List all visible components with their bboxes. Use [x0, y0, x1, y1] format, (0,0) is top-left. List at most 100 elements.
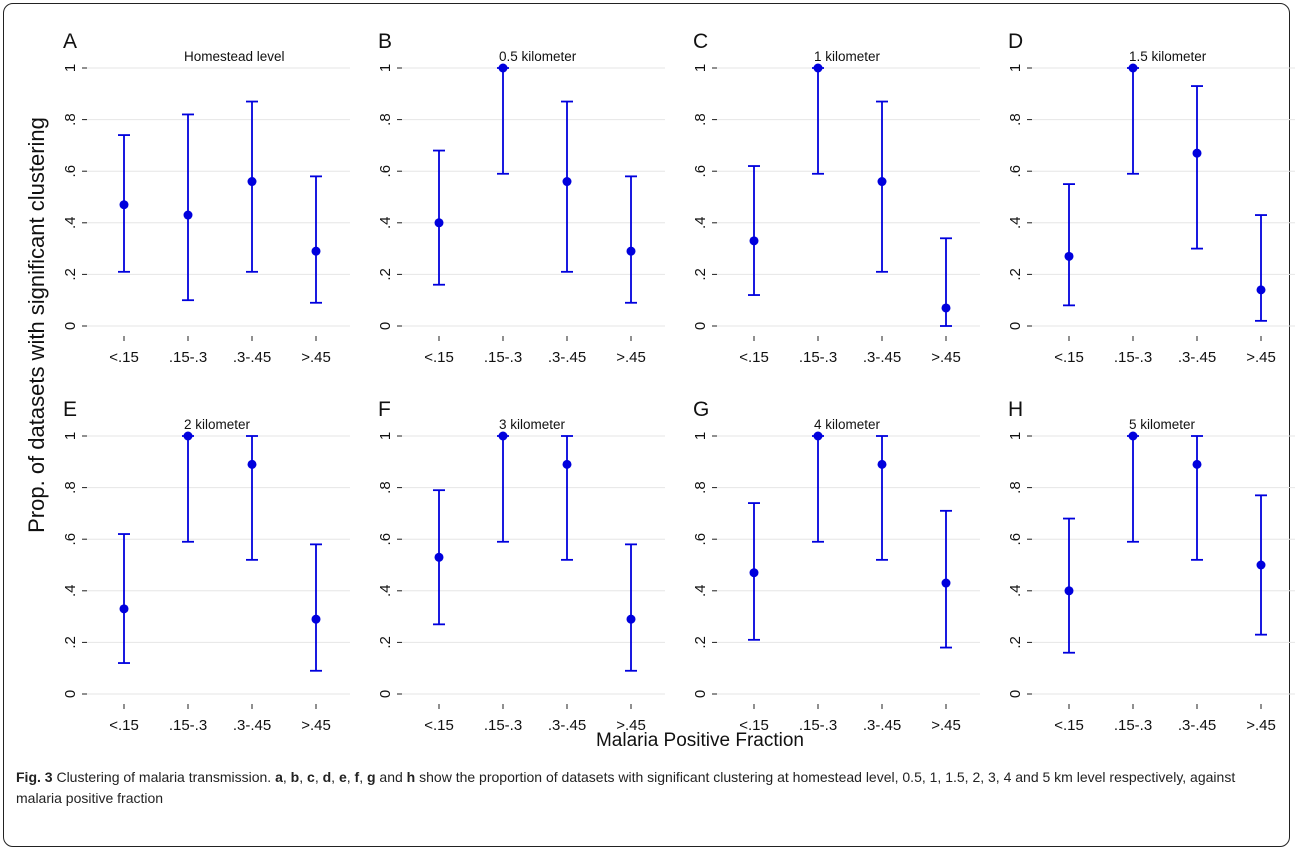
y-tick-label: .2: [1007, 636, 1024, 649]
data-point: [1192, 459, 1202, 469]
panel-title: 2 kilometer: [184, 417, 251, 432]
caption-sep: ,: [331, 769, 339, 785]
data-point: [247, 177, 257, 187]
figure-frame: [3, 3, 1290, 847]
data-point: [749, 236, 759, 246]
data-point: [1256, 560, 1266, 570]
y-tick-label: 0: [692, 322, 709, 330]
y-tick-label: .8: [377, 481, 394, 494]
caption-title: Clustering of malaria transmission.: [56, 769, 272, 785]
panel-e: E 2 kilometer 0 .2 .4 .6 .8 1 <.15 .15-.3 .3-.45 >.…: [62, 398, 350, 734]
x-tick-label: .15-.3: [484, 717, 522, 734]
y-tick-label: .8: [1007, 481, 1024, 494]
panel-letter: C: [693, 30, 708, 53]
panel-title: 3 kilometer: [499, 417, 566, 432]
data-point: [1128, 63, 1138, 73]
y-axis-label: Prop. of datasets with significant clust…: [24, 117, 49, 533]
y-tick-label: .6: [692, 533, 709, 546]
panel-letter: F: [378, 398, 391, 421]
x-tick-label: .3-.45: [548, 717, 586, 734]
y-tick-label: .8: [692, 481, 709, 494]
caption-label: Fig. 3: [16, 769, 53, 785]
data-point: [434, 552, 444, 562]
data-point: [749, 568, 759, 578]
caption-sep: ,: [359, 769, 367, 785]
data-point: [1064, 586, 1074, 596]
y-tick-label: .4: [62, 585, 79, 598]
panel-letter: B: [378, 30, 392, 53]
data-point: [119, 604, 129, 614]
data-point: [1128, 431, 1138, 441]
data-point: [626, 246, 636, 256]
caption-sep: ,: [299, 769, 308, 785]
x-tick-label: .3-.45: [863, 349, 901, 366]
caption-and: and: [375, 769, 407, 785]
x-tick-label: .3-.45: [863, 717, 901, 734]
x-tick-label: >.45: [301, 349, 331, 366]
y-tick-label: .4: [692, 217, 709, 230]
data-point: [941, 303, 951, 313]
y-tick-label: .4: [377, 585, 394, 598]
y-tick-label: .8: [62, 113, 79, 126]
y-tick-label: .6: [62, 165, 79, 178]
x-tick-label: <.15: [424, 349, 454, 366]
y-tick-label: .2: [692, 268, 709, 281]
caption-sep: ,: [314, 769, 323, 785]
x-tick-label: <.15: [1054, 717, 1084, 734]
x-tick-label: .3-.45: [1178, 717, 1216, 734]
panel-title: 4 kilometer: [814, 417, 881, 432]
x-tick-label: .15-.3: [799, 349, 837, 366]
y-tick-label: 1: [692, 432, 709, 440]
x-tick-label: <.15: [1054, 349, 1084, 366]
data-point: [311, 246, 321, 256]
y-tick-label: .2: [377, 268, 394, 281]
data-point: [119, 200, 129, 210]
data-point: [1256, 285, 1266, 295]
y-tick-label: 1: [377, 64, 394, 72]
y-tick-label: .2: [62, 268, 79, 281]
x-tick-label: .15-.3: [169, 717, 207, 734]
caption-panel-g: g: [366, 769, 376, 785]
y-tick-label: 0: [377, 690, 394, 698]
y-tick-label: 1: [1007, 432, 1024, 440]
y-tick-label: .4: [1007, 217, 1024, 230]
x-tick-label: >.45: [931, 349, 961, 366]
caption-panel-e: e: [338, 769, 347, 785]
x-tick-label: .15-.3: [484, 349, 522, 366]
x-tick-label: >.45: [616, 349, 646, 366]
y-tick-label: .6: [377, 533, 394, 546]
x-tick-label: .3-.45: [1178, 349, 1216, 366]
panel-letter: E: [63, 398, 77, 421]
y-tick-label: .6: [1007, 533, 1024, 546]
caption-panel-d: d: [322, 769, 332, 785]
x-tick-label: .15-.3: [1114, 349, 1152, 366]
x-tick-label: <.15: [739, 349, 769, 366]
caption-panel-b: b: [290, 769, 300, 785]
panel-letter: G: [693, 398, 709, 421]
y-tick-label: 0: [1007, 322, 1024, 330]
x-tick-label: >.45: [1246, 717, 1276, 734]
x-tick-label: <.15: [109, 349, 139, 366]
y-tick-label: .8: [377, 113, 394, 126]
data-point: [941, 578, 951, 588]
panel-c: C 1 kilometer 0 .2 .4 .6 .8 1 <.15 .15-.3 .3-.45 >.…: [692, 30, 980, 366]
y-tick-label: .4: [1007, 585, 1024, 598]
data-point: [1192, 148, 1202, 158]
figure-caption: Fig. 3 Clustering of malaria transmissio…: [16, 767, 1278, 809]
x-tick-label: >.45: [931, 717, 961, 734]
caption-panel-c: c: [307, 769, 315, 785]
data-point: [877, 177, 887, 187]
y-tick-label: .8: [692, 113, 709, 126]
panel-h: H 5 kilometer 0 .2 .4 .6 .8 1 <.15 .15-.3 .3-.45 >.…: [1007, 398, 1295, 734]
data-point: [562, 177, 572, 187]
y-tick-label: .6: [62, 533, 79, 546]
x-tick-label: >.45: [301, 717, 331, 734]
panel-title: 1 kilometer: [814, 49, 881, 64]
data-point: [626, 614, 636, 624]
y-tick-label: 1: [1007, 64, 1024, 72]
x-tick-label: .3-.45: [548, 349, 586, 366]
panel-letter: H: [1008, 398, 1023, 421]
data-point: [434, 218, 444, 228]
y-tick-label: .4: [62, 217, 79, 230]
